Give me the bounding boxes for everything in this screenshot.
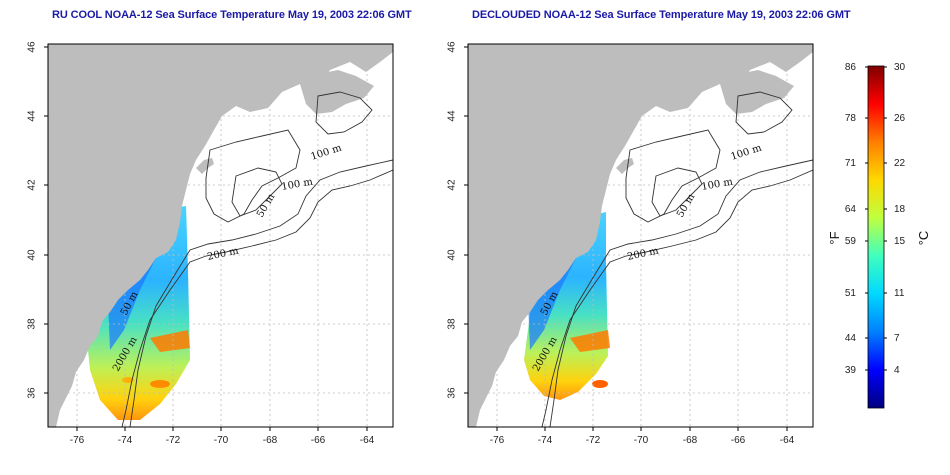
- celsius-tick-label: 15: [894, 236, 906, 247]
- celsius-tick-label: 30: [894, 62, 906, 73]
- bathymetry-contour: [129, 159, 393, 427]
- bathymetry-contour: [541, 169, 813, 427]
- temperature-colorbar: 86 78 71 64 59 51 44 39 30 26 22 18 15 11 7 4 °F °C: [830, 62, 931, 409]
- y-tick-label: 38: [27, 318, 38, 330]
- celsius-tick-label: 22: [894, 158, 906, 169]
- bathymetry-contour: [625, 129, 721, 223]
- x-tick-label: -72: [166, 435, 181, 446]
- celsius-tick-label: 11: [894, 288, 905, 299]
- nova-scotia: [300, 70, 374, 114]
- fahrenheit-tick-label: 71: [845, 158, 857, 169]
- x-tick-label: -76: [70, 435, 85, 446]
- bathymetry-contour: [651, 167, 703, 217]
- y-tick-label: 44: [447, 110, 458, 122]
- fahrenheit-axis-label: °F: [830, 231, 842, 244]
- land-mass: [48, 44, 393, 427]
- y-tick-label: 40: [447, 249, 458, 261]
- x-tick-label: -72: [586, 435, 601, 446]
- bathymetry-contour: [549, 159, 813, 427]
- warm-filament: [150, 330, 190, 352]
- x-tick-label: -76: [490, 435, 505, 446]
- fahrenheit-tick-label: 39: [845, 365, 857, 376]
- y-tick-label: 44: [27, 110, 38, 122]
- fahrenheit-tick-label: 86: [845, 62, 857, 73]
- panel-2-title: DECLOUDED NOAA-12 Sea Surface Temperatur…: [472, 9, 851, 21]
- y-tick-label: 42: [447, 179, 458, 191]
- x-tick-label: -74: [118, 435, 133, 446]
- warm-eddy: [592, 380, 608, 388]
- celsius-tick-label: 7: [894, 333, 900, 344]
- celsius-axis-label: °C: [916, 231, 931, 246]
- x-tick-label: -64: [780, 435, 795, 446]
- warm-eddy: [122, 377, 134, 383]
- y-tick-label: 40: [27, 249, 38, 261]
- cape-cod: [196, 158, 214, 174]
- bathymetry-contour: [231, 167, 283, 217]
- x-tick-label: -64: [360, 435, 375, 446]
- colorbar-gradient: [867, 65, 885, 409]
- y-tick-label: 36: [27, 387, 38, 399]
- x-tick-label: -66: [311, 435, 326, 446]
- bathymetry-contour: [205, 129, 301, 223]
- fahrenheit-tick-label: 59: [845, 236, 857, 247]
- y-tick-label: 38: [447, 318, 458, 330]
- celsius-tick-label: 18: [894, 204, 906, 215]
- y-tick-label: 46: [447, 41, 458, 53]
- celsius-tick-label: 4: [894, 365, 900, 376]
- y-tick-label: 36: [447, 387, 458, 399]
- nova-scotia: [720, 70, 794, 114]
- bathymetry-contour: [315, 91, 373, 135]
- panel-1-title: RU COOL NOAA-12 Sea Surface Temperature …: [52, 9, 412, 21]
- x-tick-label: -74: [538, 435, 553, 446]
- fahrenheit-tick-label: 78: [845, 113, 857, 124]
- bathymetry-contour: [121, 169, 393, 427]
- warm-filament: [570, 330, 610, 352]
- y-tick-label: 42: [27, 179, 38, 191]
- bathymetry-contour: [735, 91, 793, 135]
- fahrenheit-tick-label: 64: [845, 204, 857, 215]
- celsius-tick-label: 26: [894, 113, 906, 124]
- x-tick-label: -68: [683, 435, 698, 446]
- cape-cod: [616, 158, 634, 174]
- x-tick-label: -70: [634, 435, 649, 446]
- y-tick-label: 46: [27, 41, 38, 53]
- x-tick-label: -70: [214, 435, 229, 446]
- x-tick-label: -66: [731, 435, 746, 446]
- land-mass: [468, 44, 813, 427]
- fahrenheit-tick-label: 44: [845, 333, 857, 344]
- fahrenheit-tick-label: 51: [845, 288, 857, 299]
- warm-eddy: [150, 380, 170, 388]
- x-tick-label: -68: [263, 435, 278, 446]
